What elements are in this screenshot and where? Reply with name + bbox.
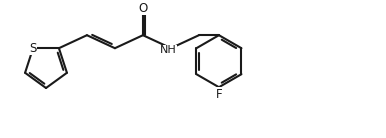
Text: F: F xyxy=(216,88,222,101)
Text: S: S xyxy=(29,42,37,55)
Text: O: O xyxy=(138,2,147,15)
Text: NH: NH xyxy=(159,45,176,55)
